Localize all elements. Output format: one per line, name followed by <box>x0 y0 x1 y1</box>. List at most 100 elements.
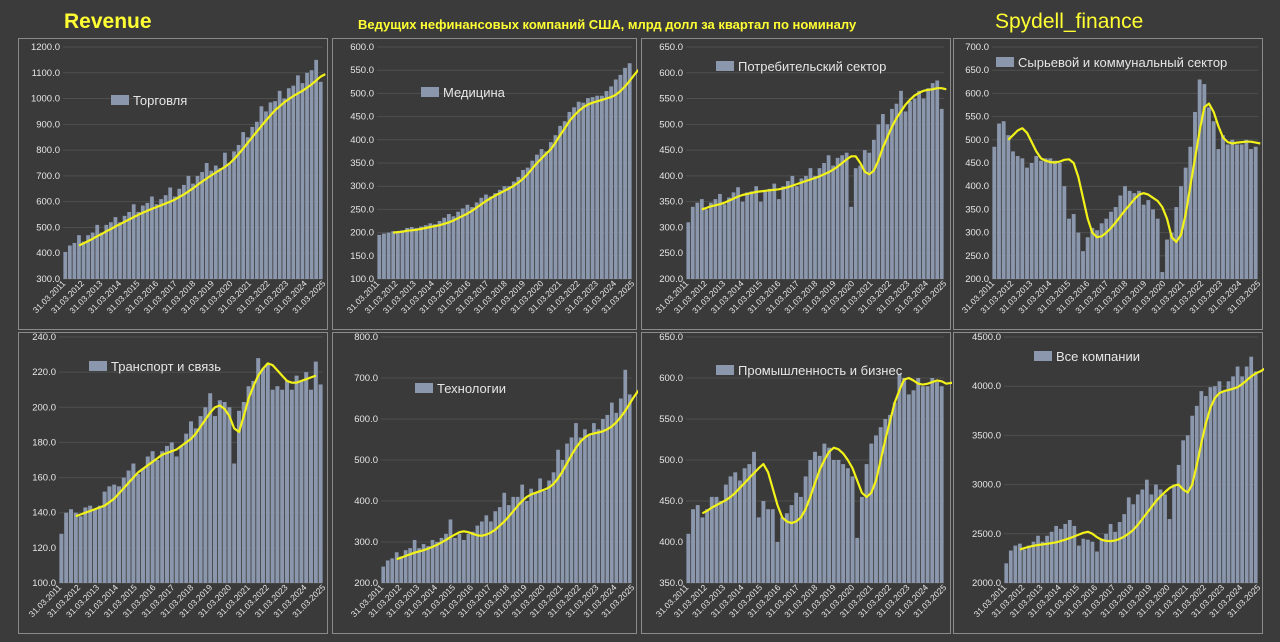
chart-svg: 350.0400.0450.0500.0550.0600.0650.031.03… <box>654 333 952 619</box>
brand-label: Spydell_finance <box>995 10 1144 33</box>
bar <box>997 123 1001 279</box>
bar <box>921 98 926 279</box>
bar <box>141 468 145 583</box>
bar <box>548 142 553 279</box>
bar <box>198 416 203 583</box>
bar <box>1090 227 1095 279</box>
bar <box>270 389 275 583</box>
bar <box>516 176 521 279</box>
chart-panel-industrials: 350.0 400.0 450.0 500.0 550.0 600.0 650.0 31.03… <box>641 332 952 634</box>
bar <box>738 480 742 583</box>
bar <box>488 196 493 279</box>
bar <box>1174 207 1179 279</box>
bar <box>1008 550 1013 583</box>
bar <box>1053 160 1057 279</box>
bar <box>623 369 628 583</box>
y-tick-label: 250.0 <box>350 204 374 215</box>
bar <box>862 150 867 279</box>
bar <box>186 175 191 279</box>
bar <box>1149 494 1154 583</box>
bar <box>159 199 163 279</box>
bar <box>709 202 713 279</box>
bar <box>1020 158 1025 279</box>
bar <box>236 144 241 279</box>
bar <box>849 206 854 279</box>
bar <box>845 468 850 583</box>
bar <box>493 511 498 583</box>
bar <box>511 181 516 279</box>
bar <box>213 416 217 583</box>
bar <box>733 472 738 583</box>
y-tick-label: 400.0 <box>354 496 378 507</box>
bar <box>382 233 386 279</box>
bar <box>204 163 209 279</box>
chart-panel-technology: 200.0 300.0 400.0 500.0 600.0 700.0 800.0 31.03… <box>332 332 638 634</box>
bar <box>1249 356 1254 583</box>
bar <box>1216 149 1221 279</box>
bar <box>480 521 484 583</box>
bar <box>88 505 93 583</box>
bar <box>285 380 289 583</box>
bar <box>222 402 227 583</box>
bar <box>1067 218 1071 279</box>
bar <box>874 435 878 583</box>
bar <box>1040 541 1045 583</box>
bar <box>881 114 885 280</box>
bar <box>542 490 547 583</box>
bar <box>405 227 410 279</box>
bar <box>917 90 921 279</box>
bar <box>742 468 747 583</box>
bar <box>457 533 462 583</box>
bar <box>456 211 461 279</box>
trend-line <box>701 376 952 525</box>
bar <box>497 189 502 279</box>
bar <box>567 111 572 280</box>
y-tick-label: 650.0 <box>659 333 683 343</box>
bar <box>592 423 596 583</box>
legend-label: Транспорт и связь <box>111 359 221 374</box>
bar <box>1193 111 1197 280</box>
bar <box>191 183 195 279</box>
bar <box>883 419 888 583</box>
bar <box>752 451 756 583</box>
bar <box>547 480 551 583</box>
bar <box>174 456 179 583</box>
y-tick-label: 140.0 <box>32 508 56 519</box>
bar <box>451 216 456 279</box>
bar <box>871 139 876 279</box>
bar <box>558 125 563 279</box>
bar <box>515 496 520 583</box>
bar <box>939 386 944 583</box>
bar <box>1172 484 1176 583</box>
bar <box>1034 156 1039 279</box>
bar <box>444 533 448 583</box>
y-tick-label: 600.0 <box>659 373 683 384</box>
bar <box>305 72 309 280</box>
bar <box>131 463 136 583</box>
bar <box>925 386 930 583</box>
bar <box>453 537 457 583</box>
bar <box>826 155 831 279</box>
bar <box>241 402 246 583</box>
y-tick-label: 500.0 <box>36 222 60 233</box>
trend-line <box>75 362 317 518</box>
legend-label: Потребительский сектор <box>738 59 886 74</box>
bar <box>576 101 581 279</box>
bar <box>72 242 77 279</box>
bar <box>1099 538 1104 583</box>
bar <box>155 460 160 583</box>
bar <box>1118 195 1123 279</box>
bar <box>63 251 68 279</box>
bar <box>507 186 512 279</box>
bar <box>627 63 632 280</box>
bar <box>1253 371 1258 583</box>
y-tick-label: 100.0 <box>350 274 374 285</box>
bar <box>118 222 122 279</box>
bar <box>217 400 222 583</box>
bar <box>767 188 772 279</box>
bar <box>695 505 700 583</box>
bar <box>1141 204 1146 279</box>
bar <box>59 533 64 583</box>
y-tick-label: 450.0 <box>659 145 683 156</box>
bar <box>1085 237 1090 279</box>
